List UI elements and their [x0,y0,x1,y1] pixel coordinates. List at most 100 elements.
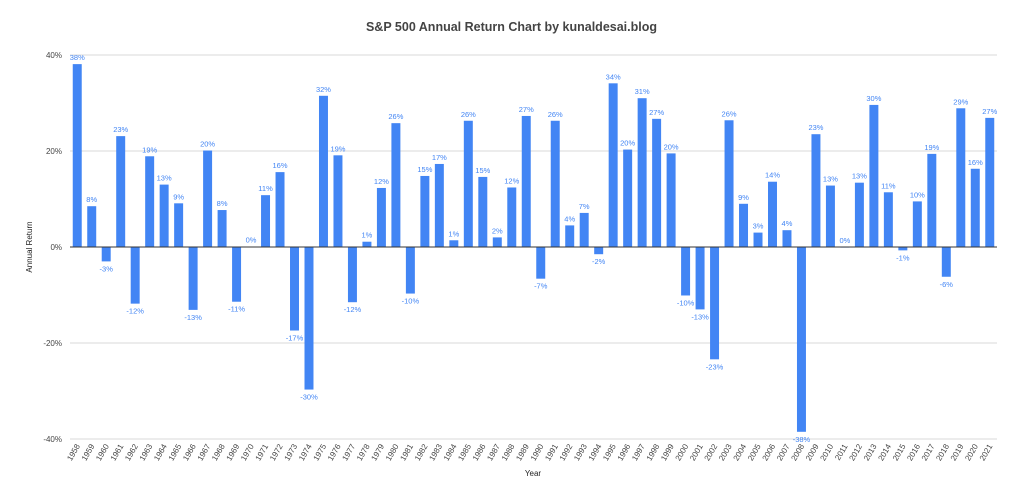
x-tick-label: 1991 [543,442,560,462]
data-label: 9% [738,193,749,202]
data-label: -17% [286,334,304,343]
bar [869,104,879,247]
data-label: 12% [374,177,389,186]
data-label: -23% [706,362,724,371]
data-label: 23% [808,123,823,132]
data-label: 13% [852,172,867,181]
x-tick-label: 1976 [326,442,343,462]
bar [405,247,415,294]
bar [203,150,213,247]
x-tick-label: 1977 [340,442,357,462]
bar [796,247,806,432]
x-axis-ticks: 1958195919601961196219631964196519661967… [65,442,994,462]
bar [898,247,908,251]
data-label: 34% [606,72,621,81]
x-tick-label: 1986 [471,442,488,462]
bar [232,247,242,302]
data-label: -10% [677,298,695,307]
y-tick-label: -40% [43,435,62,444]
bar [724,120,734,247]
x-tick-label: 1998 [645,442,662,462]
data-label: 19% [142,145,157,154]
data-label: 30% [866,94,881,103]
x-tick-label: 1984 [442,442,459,462]
data-label: 27% [519,105,534,114]
bar [956,108,966,247]
bar [594,247,604,255]
data-label: -12% [126,307,144,316]
bar [579,212,589,247]
x-tick-label: 1973 [283,442,300,462]
data-labels: 38%8%-3%23%-12%19%13%9%-13%20%8%-11%0%11… [70,53,998,444]
bar [362,241,372,247]
x-tick-label: 1979 [369,442,386,462]
x-tick-label: 2002 [703,442,720,462]
y-tick-label: 0% [50,243,62,252]
data-label: 10% [910,190,925,199]
x-tick-label: 1983 [427,442,444,462]
x-tick-label: 2017 [920,442,937,462]
data-label: 26% [461,110,476,119]
x-tick-label: 2020 [963,442,980,462]
bar [130,247,140,304]
x-tick-label: 1969 [225,442,242,462]
bar [739,203,749,247]
chart-title: S&P 500 Annual Return Chart by kunaldesa… [365,20,658,34]
data-label: 8% [217,199,228,208]
bar [116,136,126,247]
bar [159,184,169,247]
bar [521,115,531,248]
x-tick-label: 1982 [413,442,430,462]
bar [782,230,792,247]
x-tick-label: 2007 [775,442,792,462]
data-label: 0% [246,236,257,245]
data-label: 2% [492,226,503,235]
x-tick-label: 2000 [674,442,691,462]
data-label: 17% [432,153,447,162]
x-tick-label: 1962 [123,442,140,462]
x-tick-label: 2021 [978,442,995,462]
bar [710,247,720,360]
x-tick-label: 1964 [152,442,169,462]
x-tick-label: 1960 [94,442,111,462]
bar [623,149,633,247]
bar [912,201,922,247]
bar [536,247,546,279]
data-label: 11% [881,181,896,190]
bar [652,118,662,247]
x-tick-label: 1961 [109,442,126,462]
x-tick-label: 1993 [572,442,589,462]
x-tick-label: 1967 [196,442,213,462]
data-label: 1% [448,229,459,238]
bar [391,123,401,247]
bar [72,64,82,248]
x-tick-label: 2005 [746,442,763,462]
x-tick-label: 1975 [312,442,329,462]
data-label: 26% [722,109,737,118]
data-label: 19% [924,143,939,152]
data-label: -11% [228,305,245,314]
bar [883,192,893,247]
data-label: 15% [417,165,432,174]
bar [608,83,618,247]
bar [927,153,937,247]
x-tick-label: 1989 [514,442,531,462]
bar [261,195,271,247]
bar [681,247,691,296]
x-tick-label: 1981 [398,442,415,462]
x-tick-label: 1974 [297,442,314,462]
x-tick-label: 1968 [210,442,227,462]
x-tick-label: 2004 [732,442,749,462]
x-tick-label: 1966 [181,442,198,462]
x-tick-label: 1972 [268,442,285,462]
data-label: 12% [504,176,519,185]
data-label: 31% [635,87,650,96]
bar [985,117,995,247]
y-axis-title: Annual Return [25,221,34,272]
x-tick-label: 1990 [529,442,546,462]
x-tick-label: 1995 [601,442,618,462]
bar [666,153,676,247]
bar [145,156,155,247]
data-label: 23% [113,125,128,134]
